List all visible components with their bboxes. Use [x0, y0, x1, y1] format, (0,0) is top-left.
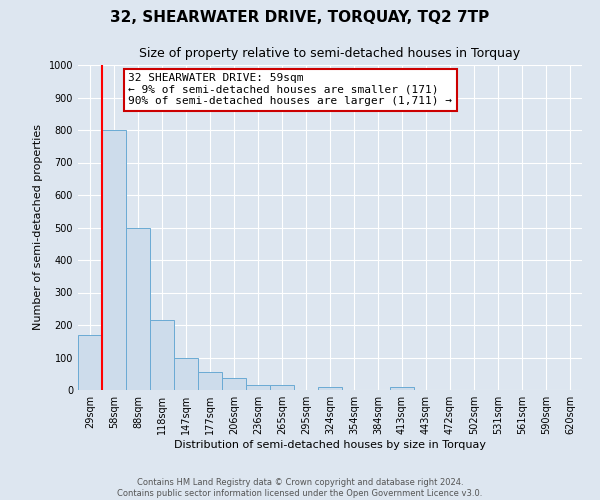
Bar: [222, 378, 246, 390]
Bar: [78, 335, 102, 390]
Bar: [318, 387, 342, 390]
Text: 32, SHEARWATER DRIVE, TORQUAY, TQ2 7TP: 32, SHEARWATER DRIVE, TORQUAY, TQ2 7TP: [110, 10, 490, 25]
X-axis label: Distribution of semi-detached houses by size in Torquay: Distribution of semi-detached houses by …: [174, 440, 486, 450]
Bar: [270, 385, 294, 390]
Text: Contains HM Land Registry data © Crown copyright and database right 2024.
Contai: Contains HM Land Registry data © Crown c…: [118, 478, 482, 498]
Title: Size of property relative to semi-detached houses in Torquay: Size of property relative to semi-detach…: [139, 46, 521, 60]
Bar: [246, 385, 270, 390]
Bar: [174, 358, 198, 390]
Bar: [102, 130, 126, 390]
Bar: [126, 228, 150, 390]
Bar: [198, 372, 222, 390]
Bar: [390, 387, 414, 390]
Bar: [150, 320, 174, 390]
Text: 32 SHEARWATER DRIVE: 59sqm
← 9% of semi-detached houses are smaller (171)
90% of: 32 SHEARWATER DRIVE: 59sqm ← 9% of semi-…: [128, 73, 452, 106]
Y-axis label: Number of semi-detached properties: Number of semi-detached properties: [33, 124, 43, 330]
